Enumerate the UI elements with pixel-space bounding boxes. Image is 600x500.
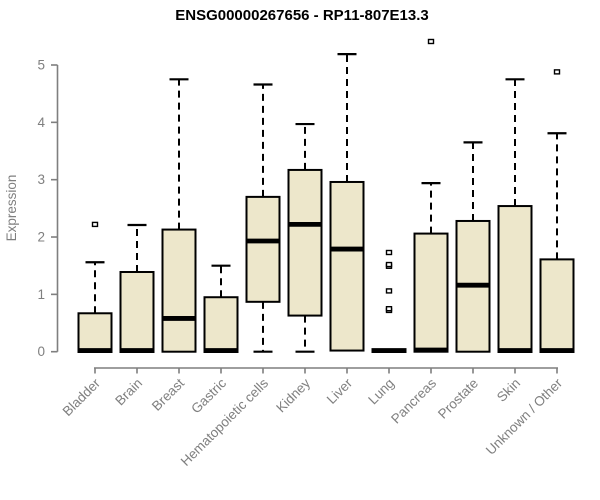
- box-brain: [119, 223, 155, 353]
- box-liver: [329, 53, 365, 352]
- box-lung: [371, 249, 407, 353]
- iqr-box: [77, 312, 113, 353]
- y-tick-label: 4: [37, 115, 45, 130]
- iqr-box: [497, 205, 533, 353]
- chart-title: ENSG00000267656 - RP11-807E13.3: [175, 7, 429, 24]
- y-tick-label: 5: [37, 58, 45, 73]
- y-axis-label: Expression: [4, 175, 19, 242]
- box-breast: [161, 78, 197, 353]
- box-bladder: [77, 221, 113, 353]
- box-skin: [497, 78, 533, 353]
- x-category-label: Skin: [494, 376, 523, 405]
- outlier-point: [385, 305, 393, 312]
- x-category-label: Brain: [112, 376, 145, 409]
- boxplot-series: [77, 38, 575, 353]
- iqr-box: [287, 168, 323, 317]
- x-category-label: Gastric: [188, 375, 229, 416]
- iqr-box: [245, 195, 281, 303]
- iqr-box: [413, 232, 449, 353]
- x-category-label: Lung: [365, 376, 397, 408]
- box-hematopoietic-cells: [245, 83, 281, 353]
- box-prostate: [455, 141, 491, 353]
- x-category-label: Pancreas: [388, 375, 439, 426]
- x-category-label: Breast: [149, 375, 187, 413]
- x-category-label: Kidney: [273, 375, 313, 415]
- outlier-point: [427, 38, 435, 45]
- x-category-label: Unknown / Other: [483, 375, 566, 458]
- iqr-box: [119, 270, 155, 353]
- outlier-point: [385, 249, 393, 256]
- box-kidney: [287, 122, 323, 353]
- outlier-point: [91, 221, 99, 228]
- y-tick-label: 2: [37, 230, 45, 245]
- iqr-box: [161, 228, 197, 353]
- iqr-box: [203, 296, 239, 353]
- y-tick-label: 3: [37, 172, 45, 187]
- y-tick-label: 0: [37, 344, 45, 359]
- y-tick-label: 1: [37, 287, 45, 302]
- outlier-point: [385, 261, 393, 268]
- outlier-point: [553, 69, 561, 75]
- iqr-box: [329, 180, 365, 352]
- x-category-label: Prostate: [435, 376, 481, 422]
- x-category-label: Bladder: [60, 375, 104, 419]
- box-gastric: [203, 264, 239, 353]
- x-category-label: Liver: [324, 375, 356, 407]
- iqr-box: [539, 258, 575, 353]
- box-pancreas: [413, 38, 449, 353]
- box-unknown-other: [539, 69, 575, 353]
- outlier-point: [385, 288, 393, 294]
